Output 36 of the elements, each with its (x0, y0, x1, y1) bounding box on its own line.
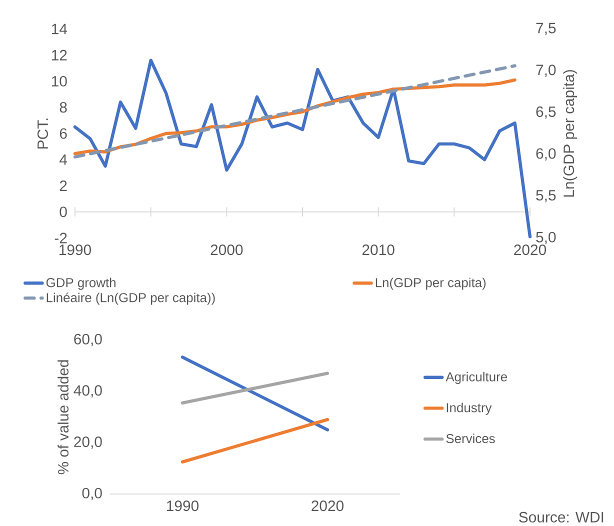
legend-label: Linéaire (Ln(GDP per capita)) (46, 292, 215, 305)
legend-label: Ln(GDP per capita) (376, 278, 486, 290)
y-tick-label: -2 (54, 232, 67, 244)
y-tick-label: 14 (52, 24, 68, 34)
y-tick-label: 0 (60, 206, 67, 218)
x-tick-label: 2020 (514, 244, 546, 256)
y2-tick-label: 5,0 (536, 232, 556, 244)
y2-tick-label: 6,0 (536, 148, 556, 161)
legend-label: Services (446, 434, 495, 444)
y-axis-title: PCT. (37, 118, 48, 148)
x-tick-label: 2000 (210, 244, 243, 256)
y-tick-label: 10 (52, 76, 67, 87)
y-tick-label: 2 (60, 180, 67, 191)
x-tick-label: 1990 (167, 500, 199, 512)
y-tick-label: 6 (60, 128, 67, 139)
y-tick-label: 4 (60, 154, 68, 165)
y-tick-label: 40,0 (74, 385, 102, 398)
legend-label: GDP growth (46, 278, 116, 290)
legend-label: Industry (446, 402, 492, 415)
x-tick-label: 2010 (362, 244, 394, 256)
y2-tick-label: 7,5 (536, 22, 556, 36)
y2-axis-title: Ln(GDP per capita) (563, 70, 578, 197)
y-tick-label: 20,0 (74, 436, 102, 449)
y2-tick-label: 7,0 (536, 64, 556, 77)
y-tick-label: 8 (60, 102, 67, 113)
source-note: Source: WDI (519, 512, 604, 522)
y2-tick-label: 5,5 (536, 190, 556, 202)
line-series (73, 58, 532, 238)
x-tick-label: 2020 (312, 500, 344, 512)
legend-label: Agriculture (446, 372, 507, 384)
y-tick-label: 0,0 (82, 488, 102, 500)
y-tick-label: 12 (52, 50, 67, 60)
y-tick-label: 60,0 (74, 334, 102, 346)
y2-tick-label: 6,5 (536, 106, 556, 119)
x-tick-label: 1990 (60, 244, 92, 256)
y-axis-title: % of value added (58, 360, 69, 474)
